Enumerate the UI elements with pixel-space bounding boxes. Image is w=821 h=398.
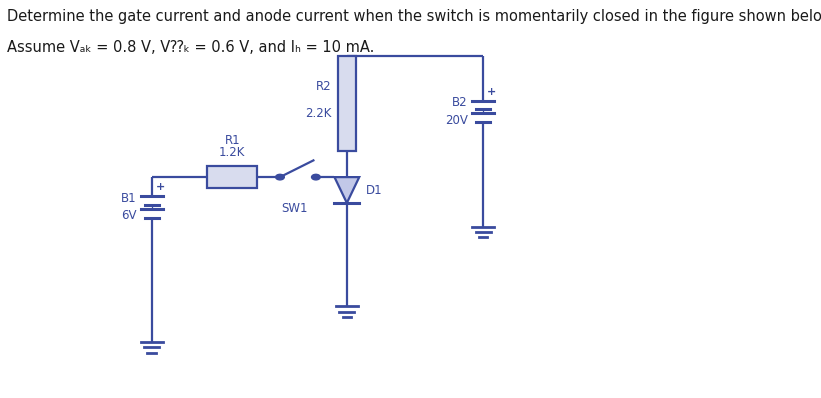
Text: B2: B2 bbox=[452, 96, 468, 109]
Text: R2: R2 bbox=[316, 80, 332, 93]
Text: +: + bbox=[487, 87, 497, 97]
Text: R1: R1 bbox=[224, 134, 240, 147]
Text: +: + bbox=[156, 182, 165, 193]
Text: 2.2K: 2.2K bbox=[305, 107, 332, 119]
Text: 20V: 20V bbox=[445, 114, 468, 127]
Text: Assume Vₐₖ = 0.8 V, V⁇ₖ = 0.6 V, and Iₕ = 10 mA.: Assume Vₐₖ = 0.8 V, V⁇ₖ = 0.6 V, and Iₕ … bbox=[7, 40, 375, 55]
Text: B1: B1 bbox=[121, 192, 136, 205]
Text: 1.2K: 1.2K bbox=[219, 146, 245, 159]
Text: D1: D1 bbox=[365, 183, 382, 197]
Text: 6V: 6V bbox=[121, 209, 136, 222]
Text: Determine the gate current and anode current when the switch is momentarily clos: Determine the gate current and anode cur… bbox=[7, 9, 821, 24]
Text: SW1: SW1 bbox=[282, 202, 308, 215]
Bar bbox=[208, 166, 257, 188]
Circle shape bbox=[276, 174, 284, 180]
Polygon shape bbox=[334, 177, 360, 203]
Bar bbox=[337, 56, 356, 151]
Circle shape bbox=[311, 174, 320, 180]
